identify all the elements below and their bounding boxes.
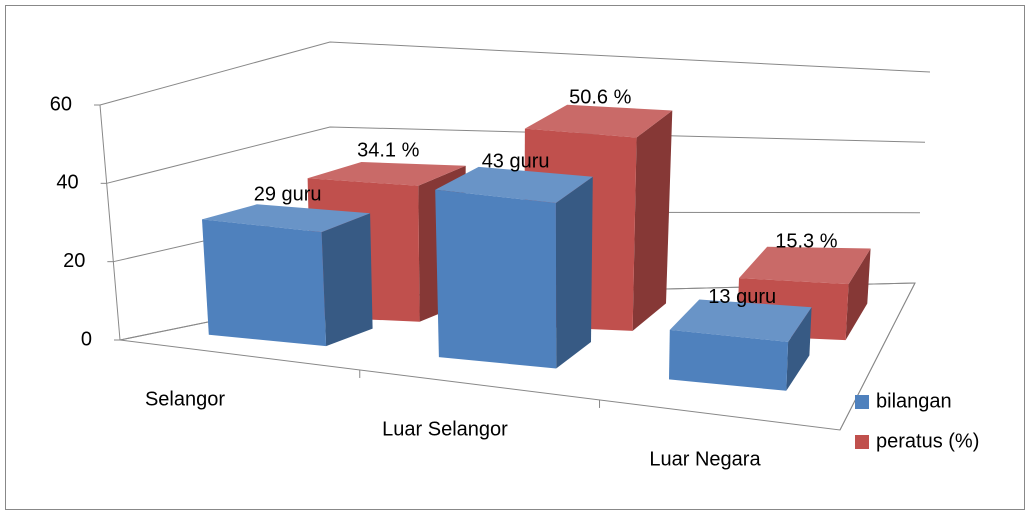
bar-front: [669, 329, 789, 391]
x-tick-label: Luar Negara: [649, 448, 761, 470]
bar: [669, 299, 812, 391]
y-tick-label: 40: [56, 172, 78, 194]
data-label: 29 guru: [254, 184, 322, 206]
bar-side: [786, 307, 812, 391]
y-tick-label: 20: [63, 250, 85, 272]
legend-swatch: [855, 435, 869, 449]
bar: [435, 166, 593, 369]
legend-swatch: [855, 395, 869, 409]
data-label: 13 guru: [708, 286, 776, 308]
bar-top: [739, 246, 871, 285]
bar-front: [202, 219, 327, 347]
data-label: 50.6 %: [569, 87, 631, 109]
y-axis: [99, 104, 121, 341]
y-tick-label: 60: [50, 93, 72, 115]
bar-top: [669, 299, 812, 342]
bar-top: [524, 104, 673, 138]
x-tick-label: Luar Selangor: [382, 418, 508, 440]
bar-top: [202, 204, 371, 233]
bar-side: [845, 248, 871, 341]
bar: [202, 204, 373, 347]
bar-top: [435, 166, 593, 203]
grid-line: [106, 126, 926, 184]
bar-top: [307, 162, 466, 186]
x-tick-label: Selangor: [145, 388, 225, 410]
bar-side: [632, 110, 673, 331]
bar-side: [321, 213, 373, 347]
data-label: 43 guru: [482, 150, 550, 172]
grid-line: [99, 41, 931, 106]
right-edge: [839, 282, 916, 431]
legend-label: peratus (%): [876, 430, 979, 452]
legend-label: bilangan: [876, 390, 952, 412]
bar-side: [555, 176, 593, 369]
data-label: 15.3 %: [775, 231, 837, 253]
bar-front: [435, 189, 557, 369]
y-tick-label: 0: [81, 328, 92, 350]
data-label: 34.1 %: [357, 139, 419, 161]
